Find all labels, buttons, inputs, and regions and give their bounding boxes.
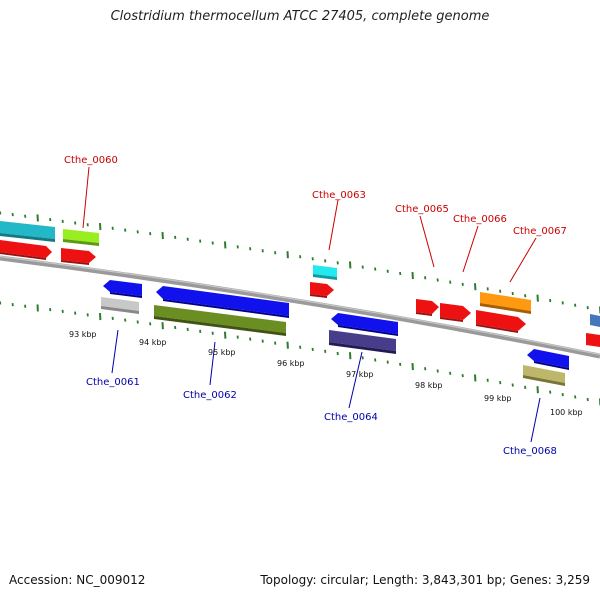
- feature-cthe-0065[interactable]: [416, 299, 439, 316]
- gene-labels: Cthe_0060 Cthe_0063 Cthe_0065 Cthe_0066 …: [64, 155, 567, 457]
- feature-cthe-0067[interactable]: [480, 292, 531, 314]
- feature-cthe-0062-arrow[interactable]: [156, 286, 289, 318]
- scale-label: 99 kbp: [484, 394, 512, 403]
- summary-text: Topology: circular; Length: 3,843,301 bp…: [260, 573, 590, 587]
- scale-label: 100 kbp: [550, 408, 583, 417]
- scale-label: 97 kbp: [346, 370, 374, 379]
- map-title: Clostridium thermocellum ATCC 27405, com…: [110, 9, 490, 24]
- feature-cthe-0068[interactable]: [523, 365, 565, 386]
- label-cthe-0067: Cthe_0067: [513, 226, 567, 237]
- feature-red-arrow-0063[interactable]: [310, 282, 334, 298]
- label-cthe-0068: Cthe_0068: [503, 446, 557, 457]
- feature-cthe-0063[interactable]: [313, 265, 337, 280]
- label-cthe-0060: Cthe_0060: [64, 155, 118, 166]
- scale-label: 95 kbp: [208, 348, 236, 357]
- feature-red-arrow-0067[interactable]: [476, 310, 526, 333]
- label-cthe-0064: Cthe_0064: [324, 412, 378, 423]
- feature-cthe-0060[interactable]: [63, 229, 99, 246]
- feature-cthe-0061[interactable]: [103, 280, 142, 298]
- label-cthe-0062: Cthe_0062: [183, 390, 237, 401]
- feature-red-arrow-0060[interactable]: [61, 248, 96, 265]
- label-cthe-0065: Cthe_0065: [395, 204, 449, 215]
- feature-grey-0061[interactable]: [101, 297, 139, 314]
- genome-backbone: [0, 255, 600, 359]
- outer-tick-row: [0, 211, 600, 314]
- feature-cyan-left[interactable]: [0, 221, 55, 242]
- feature-cthe-0064[interactable]: [329, 330, 396, 354]
- feature-cthe-0068-arrow[interactable]: [527, 349, 569, 370]
- scale-label: 98 kbp: [415, 381, 443, 390]
- label-cthe-0061: Cthe_0061: [86, 377, 140, 388]
- inner-tick-row: [0, 301, 600, 406]
- label-leaders: [82, 166, 541, 443]
- feature-right-edge-blue[interactable]: [590, 314, 600, 327]
- label-cthe-0063: Cthe_0063: [312, 190, 366, 201]
- scale-labels: 93 kbp 94 kbp 95 kbp 96 kbp 97 kbp 98 kb…: [69, 330, 583, 417]
- feature-cthe-0062[interactable]: [154, 305, 286, 336]
- scale-label: 94 kbp: [139, 338, 167, 347]
- scale-label: 93 kbp: [69, 330, 97, 339]
- feature-cthe-0066[interactable]: [440, 303, 471, 322]
- scale-label: 96 kbp: [277, 359, 305, 368]
- feature-red-arrow-left[interactable]: [0, 240, 52, 260]
- accession-text: Accession: NC_009012: [9, 573, 146, 587]
- feature-right-edge-red[interactable]: [586, 333, 600, 347]
- label-cthe-0066: Cthe_0066: [453, 214, 507, 225]
- feature-cthe-0064-arrow[interactable]: [331, 313, 398, 336]
